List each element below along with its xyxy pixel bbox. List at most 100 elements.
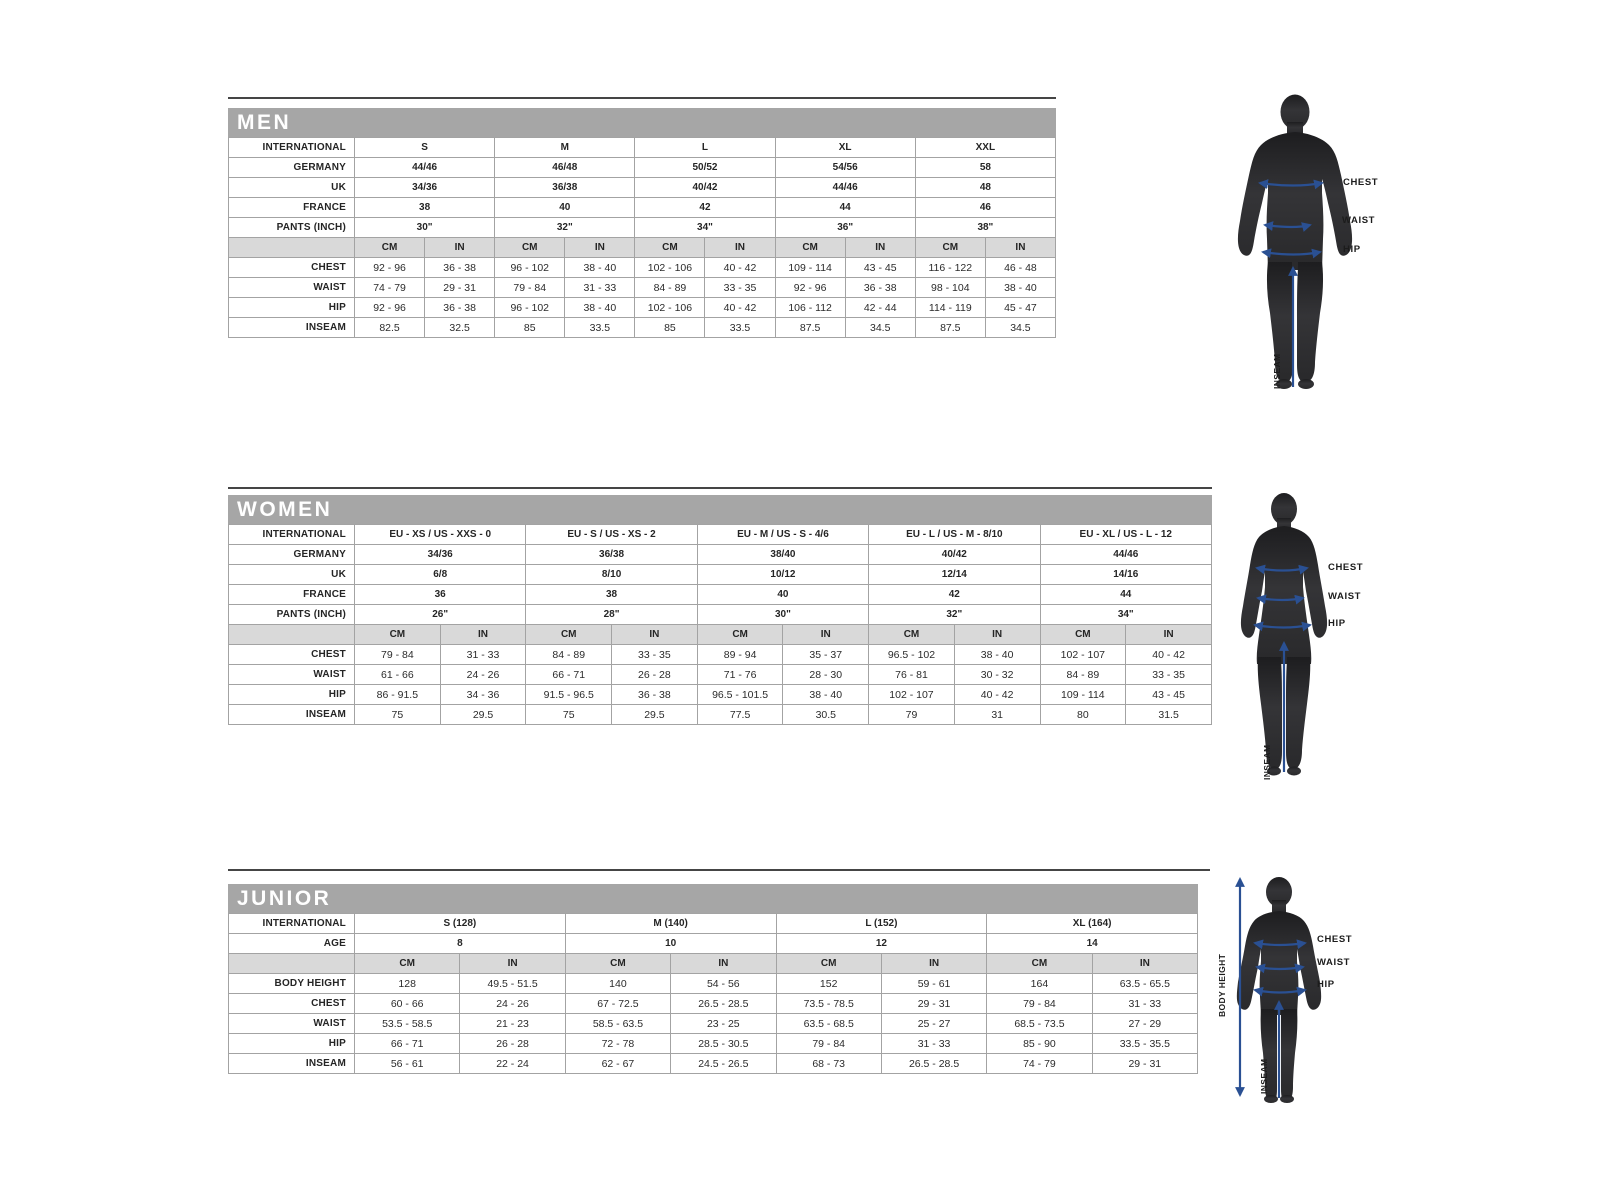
in-value-cell: 31 - 33 (880, 1033, 988, 1054)
cm-value-cell: 82.5 (353, 317, 426, 338)
in-value-cell: 36 - 38 (844, 277, 916, 298)
unit-cell: CM (525, 624, 613, 645)
unit-cell: IN (611, 624, 698, 645)
size-cell: 40 (696, 584, 870, 605)
row-label: UK (228, 564, 355, 585)
in-value-cell: 21 - 23 (459, 1013, 566, 1034)
cm-value-cell: 92 - 96 (353, 257, 426, 278)
size-cell: 40/42 (634, 177, 776, 198)
info-row: FRANCE 36 38 40 42 44 (228, 584, 1212, 605)
unit-cell: CM (774, 237, 846, 258)
size-cell: 50/52 (634, 157, 776, 178)
size-cell: 44/46 (774, 177, 916, 198)
in-value-cell: 33 - 35 (704, 277, 776, 298)
women-chest-label: CHEST (1328, 562, 1364, 573)
size-cell: 46/48 (494, 157, 636, 178)
junior-inseam-label: INSEAM (1259, 1058, 1269, 1094)
units-row: CM IN CM IN CM IN CM IN CM IN (228, 624, 1212, 645)
cm-value-cell: 84 - 89 (1039, 664, 1127, 685)
units-row: CM IN CM IN CM IN CM IN CM IN (228, 237, 1057, 258)
in-value-cell: 31 - 33 (1091, 993, 1199, 1014)
men-hip-label: HIP (1343, 244, 1361, 255)
row-label (228, 624, 355, 645)
cm-value-cell: 79 - 84 (494, 277, 566, 298)
size-cell: L (152) (775, 913, 988, 934)
in-value-cell: 33 - 35 (1125, 664, 1212, 685)
info-row: FRANCE 38 40 42 44 46 (228, 197, 1057, 218)
cm-value-cell: 102 - 107 (868, 684, 955, 705)
in-value-cell: 25 - 27 (880, 1013, 988, 1034)
row-label: WAIST (228, 1013, 355, 1034)
unit-cell: IN (670, 953, 777, 974)
size-cell: EU - XL / US - L - 12 (1039, 524, 1212, 545)
row-label: CHEST (228, 993, 355, 1014)
cm-value-cell: 87.5 (914, 317, 986, 338)
cm-value-cell: 86 - 91.5 (354, 684, 441, 705)
women-inseam-label: INSEAM (1262, 744, 1272, 780)
in-value-cell: 38 - 40 (782, 684, 870, 705)
cm-value-cell: 96 - 102 (494, 297, 566, 318)
in-value-cell: 24 - 26 (459, 993, 566, 1014)
in-value-cell: 38 - 40 (564, 257, 636, 278)
size-cell: 34/36 (353, 544, 527, 565)
row-label (228, 237, 355, 258)
in-value-cell: 27 - 29 (1091, 1013, 1199, 1034)
cm-value-cell: 96.5 - 101.5 (696, 684, 784, 705)
measure-row: WAIST 53.5 - 58.5 21 - 23 58.5 - 63.5 23 - 2… (228, 1013, 1199, 1034)
size-cell: 38/40 (696, 544, 870, 565)
in-value-cell: 63.5 - 65.5 (1091, 973, 1199, 994)
unit-cell: CM (986, 953, 1093, 974)
units-row: CM IN CM IN CM IN CM IN (228, 953, 1199, 974)
size-cell: 36 (353, 584, 527, 605)
info-row: AGE 8 10 12 14 (228, 933, 1198, 954)
junior-figure (1235, 877, 1322, 1103)
unit-cell: CM (494, 237, 566, 258)
unit-cell: CM (775, 953, 882, 974)
cm-value-cell: 96.5 - 102 (868, 644, 955, 665)
women-hip-arrow (1253, 621, 1312, 632)
in-value-cell: 33.5 - 35.5 (1091, 1033, 1199, 1054)
size-cell: 26" (353, 604, 527, 625)
cm-value-cell: 114 - 119 (914, 297, 986, 318)
size-cell: 30" (696, 604, 870, 625)
in-value-cell: 28.5 - 30.5 (670, 1033, 777, 1054)
in-value-cell: 40 - 42 (1125, 644, 1212, 665)
men-chest-label: CHEST (1343, 177, 1379, 188)
cm-value-cell: 98 - 104 (914, 277, 986, 298)
cm-value-cell: 74 - 79 (353, 277, 426, 298)
size-cell: 32" (868, 604, 1041, 625)
in-value-cell: 36 - 38 (424, 257, 496, 278)
size-cell: 14/16 (1039, 564, 1212, 585)
measure-row: WAIST 61 - 66 24 - 26 66 - 71 26 - 28 71 - 76… (228, 664, 1212, 685)
women-waist-label: WAIST (1328, 591, 1362, 602)
row-label: CHEST (228, 257, 355, 278)
men-waist-label: WAIST (1342, 215, 1376, 226)
unit-cell: IN (704, 237, 776, 258)
in-value-cell: 45 - 47 (984, 297, 1057, 318)
women-figure (1240, 493, 1328, 776)
unit-cell: CM (353, 237, 426, 258)
in-value-cell: 34.5 (844, 317, 916, 338)
in-value-cell: 36 - 38 (424, 297, 496, 318)
size-cell: XXL (914, 137, 1057, 158)
men-figure (1237, 94, 1353, 389)
women-table-title-bar: WOMEN (228, 495, 1212, 524)
in-value-cell: 34 - 36 (439, 684, 527, 705)
cm-value-cell: 74 - 79 (986, 1053, 1093, 1074)
cm-value-cell: 71 - 76 (696, 664, 784, 685)
junior-silhouette (1236, 877, 1322, 1103)
junior-body-height-label: BODY HEIGHT (1217, 953, 1227, 1017)
women-size-table: INTERNATIONAL EU - XS / US - XXS - 0 EU - … (228, 524, 1212, 725)
size-cell: EU - M / US - S - 4/6 (696, 524, 870, 545)
unit-cell: CM (914, 237, 986, 258)
size-cell: 36/38 (494, 177, 636, 198)
size-cell: 44/46 (353, 157, 496, 178)
in-value-cell: 24.5 - 26.5 (670, 1053, 777, 1074)
size-cell: 8/10 (525, 564, 698, 585)
size-cell: 36" (774, 217, 916, 238)
unit-cell: IN (984, 237, 1057, 258)
cm-value-cell: 58.5 - 63.5 (564, 1013, 672, 1034)
unit-cell: IN (439, 624, 527, 645)
row-label: INSEAM (228, 1053, 355, 1074)
